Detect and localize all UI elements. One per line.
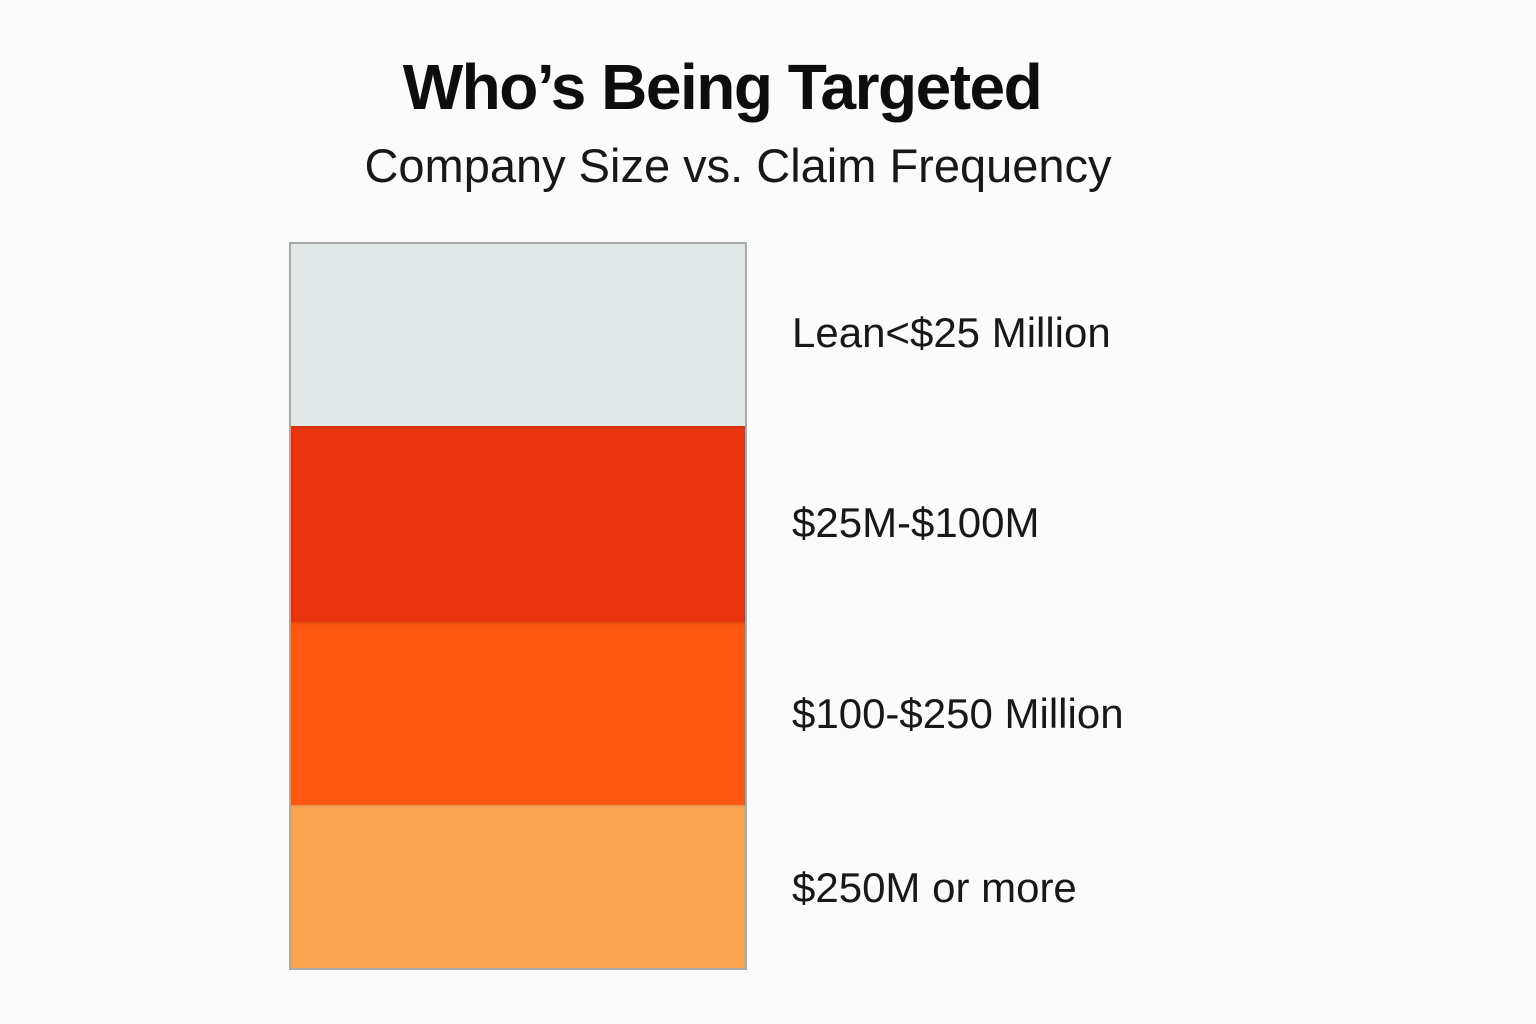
segment-label-lean-25-million: Lean<$25 Million	[792, 309, 1111, 357]
labels-column: Lean<$25 Million $25M-$100M $100-$250 Mill…	[792, 242, 1392, 970]
segment-label-100-250-million: $100-$250 Million	[792, 690, 1124, 738]
segment-250m-or-more	[291, 805, 745, 968]
segment-label-row-100-250-million: $100-$250 Million	[792, 622, 1392, 806]
segment-100-250-million	[291, 621, 745, 806]
funnel-bar	[289, 242, 747, 970]
page-subtitle: Company Size vs. Claim Frequency	[364, 139, 1112, 192]
segment-label-row-25m-100m: $25M-$100M	[792, 425, 1392, 622]
segment-lean-25-million	[291, 244, 745, 426]
segment-label-250m-or-more: $250M or more	[792, 864, 1077, 912]
segment-label-row-250m-or-more: $250M or more	[792, 806, 1392, 970]
segment-label-25m-100m: $25M-$100M	[792, 499, 1040, 547]
segment-25m-100m	[291, 425, 745, 622]
page-title: Who’s Being Targeted	[402, 51, 1043, 123]
segment-label-row-lean-25-million: Lean<$25 Million	[792, 242, 1392, 425]
